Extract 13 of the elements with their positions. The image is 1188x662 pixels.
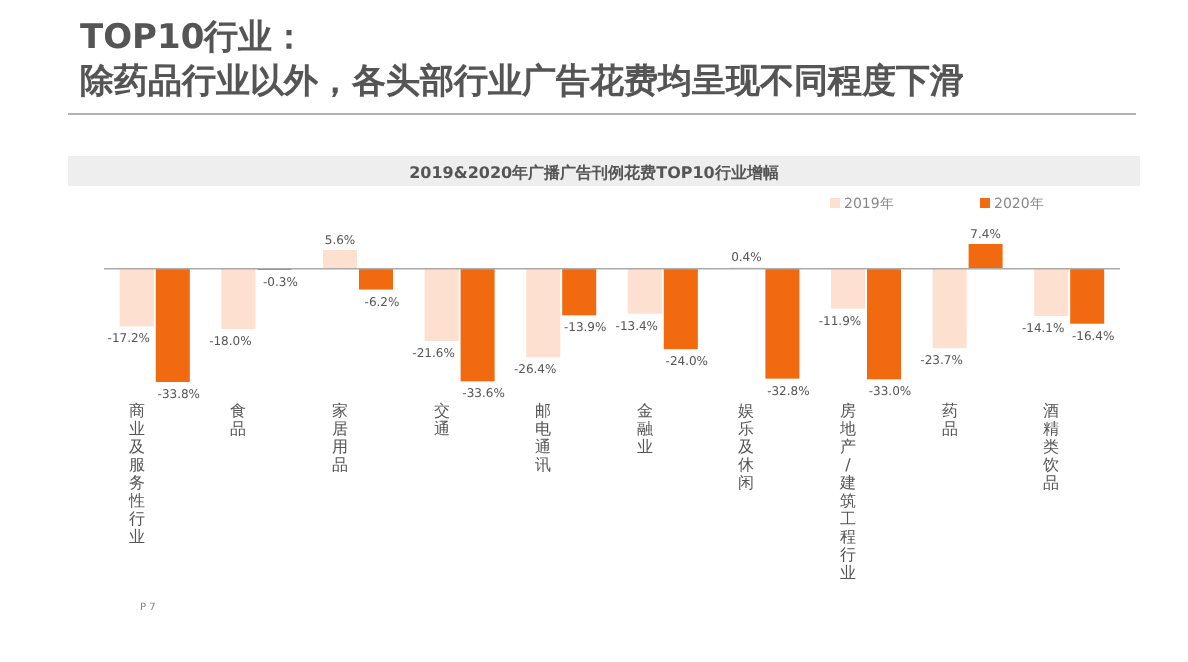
text: 2019&2020年广播广告刊例花费TOP10行业增幅: [409, 164, 779, 182]
x-tick-label: 邮电通讯: [535, 402, 552, 474]
chart-subtitle: 除药品行业以外，各头部行业广告花费均呈现不同程度下滑: [80, 62, 964, 102]
x-tick-label: 食品: [230, 402, 247, 438]
x-tick-label: 家居用品: [332, 402, 348, 474]
x-tick-label: 药品: [941, 402, 958, 438]
category-label: 房地产/建筑工程行业: [840, 402, 856, 582]
x-tick-label: 娱乐及休闲: [738, 402, 755, 492]
x-tick-label: 交通: [433, 402, 450, 438]
x-tick-label: 酒精类饮品: [1041, 402, 1060, 492]
x-tick-label: 商业及服务性行业: [126, 402, 145, 546]
x-tick-label: 金融业: [636, 402, 653, 456]
chart-title: TOP10行业：: [80, 18, 307, 58]
